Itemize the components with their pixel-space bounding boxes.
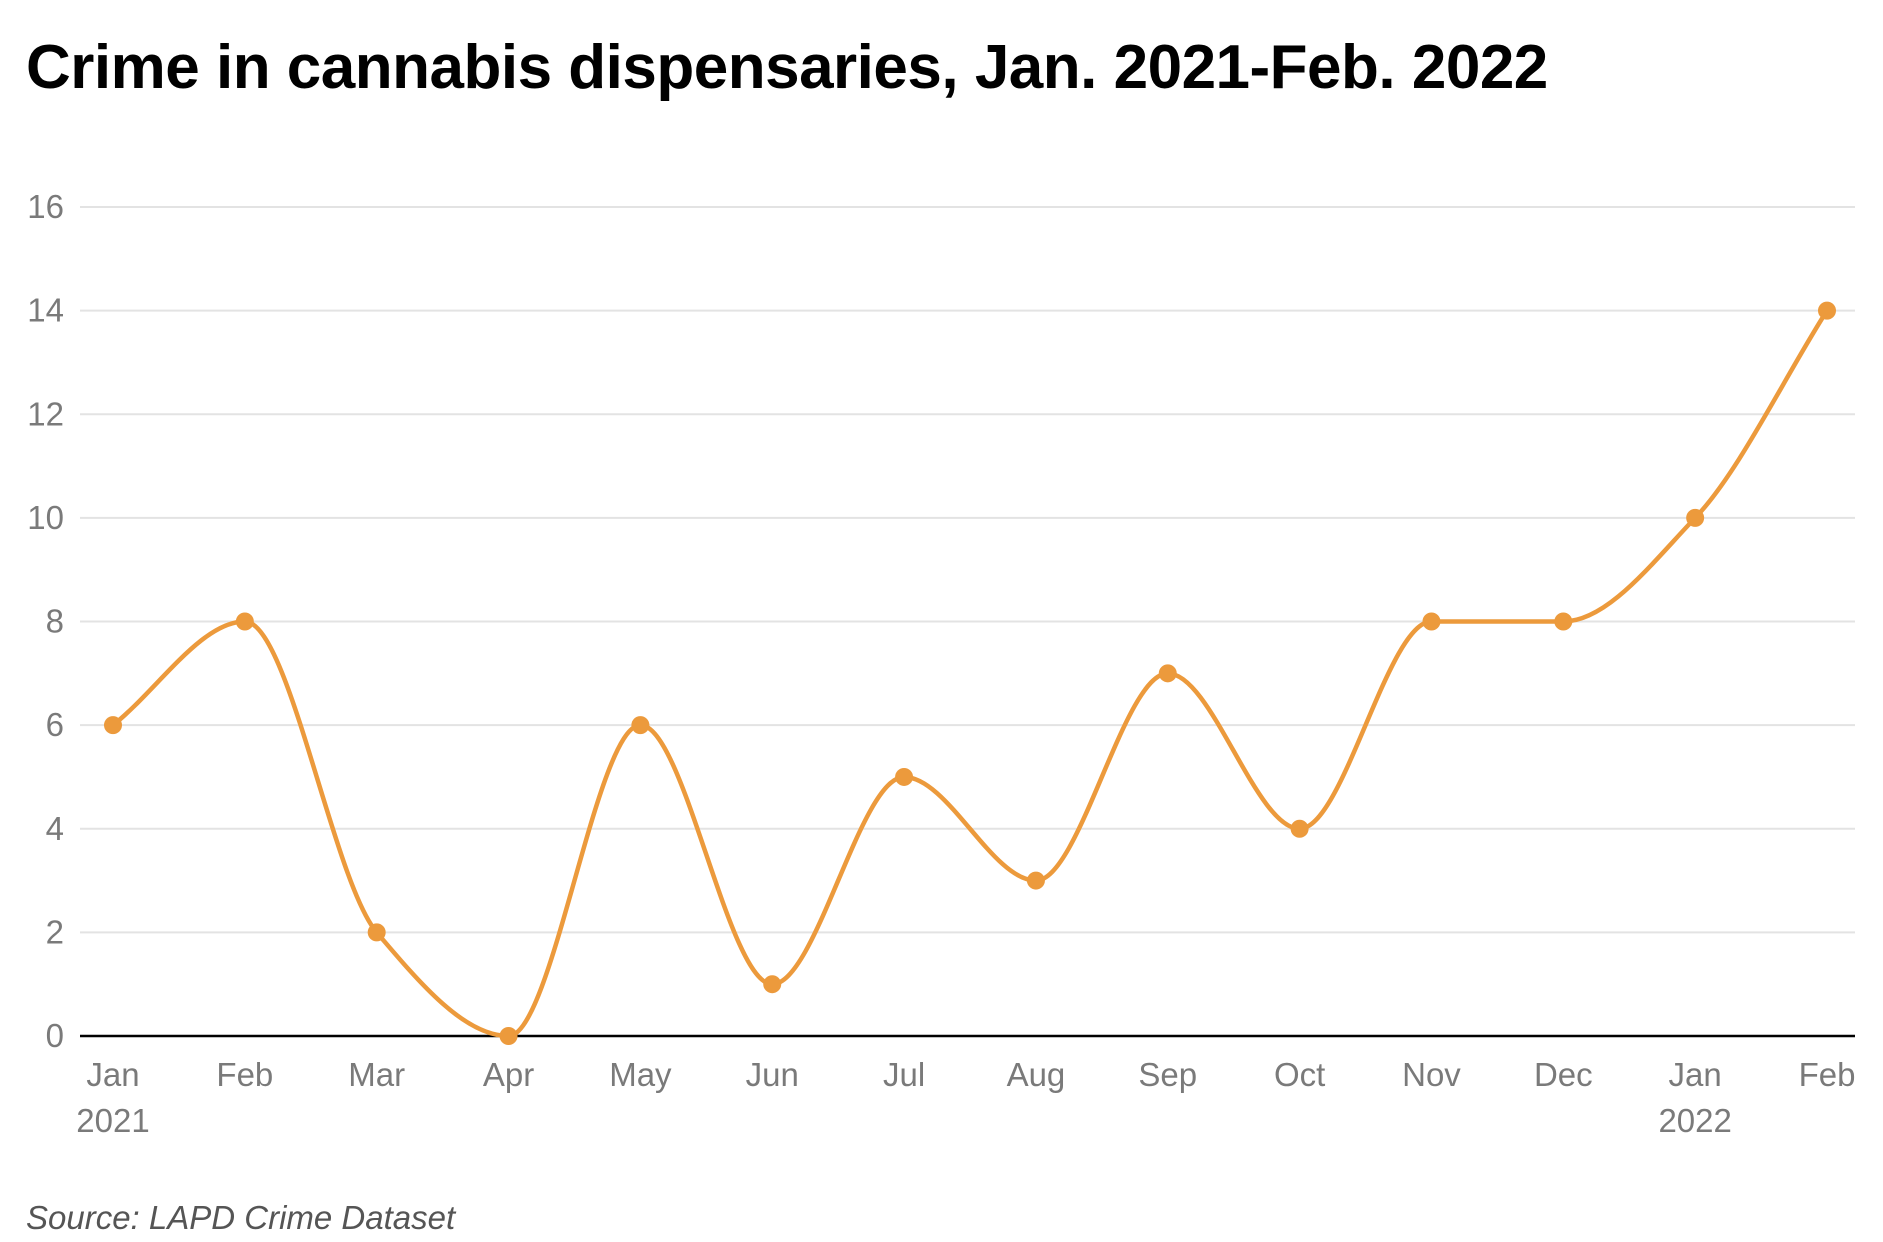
y-tick-label: 0 — [46, 1017, 64, 1054]
y-tick-label: 10 — [27, 499, 64, 536]
x-tick-label: Jul — [883, 1056, 925, 1093]
x-axis-ticks: Jan 2021 Feb Mar Apr May Jun Jul Aug Sep Oct Nov Dec… — [76, 1056, 1855, 1139]
chart-title: Crime in cannabis dispensaries, Jan. 202… — [26, 33, 1548, 102]
data-point[interactable] — [1422, 612, 1441, 631]
x-tick-label: Sep — [1138, 1056, 1197, 1093]
x-tick-label: Jun — [746, 1056, 799, 1093]
x-tick-label: Feb — [216, 1056, 273, 1093]
x-tick-label: Feb — [1799, 1056, 1856, 1093]
y-tick-label: 14 — [27, 292, 64, 329]
x-tick-label: Mar — [348, 1056, 405, 1093]
data-point[interactable] — [1818, 301, 1836, 320]
data-point[interactable] — [895, 767, 914, 786]
y-tick-label: 4 — [46, 810, 64, 847]
data-point[interactable] — [367, 923, 386, 942]
y-tick-label: 16 — [27, 188, 64, 225]
data-point[interactable] — [104, 716, 122, 735]
x-tick-label: Aug — [1007, 1056, 1066, 1093]
x-tick-label: Nov — [1402, 1056, 1461, 1093]
series-line — [110, 308, 1830, 1039]
data-point[interactable] — [499, 1027, 518, 1045]
x-tick-label: Dec — [1534, 1056, 1593, 1093]
data-point[interactable] — [1026, 871, 1045, 890]
data-point[interactable] — [763, 975, 782, 994]
x-tick-label: Jan — [86, 1056, 139, 1093]
data-point[interactable] — [1686, 508, 1705, 527]
data-point[interactable] — [235, 612, 254, 631]
data-point[interactable] — [1158, 664, 1177, 683]
x-tick-label: Jan — [1669, 1056, 1722, 1093]
x-tick-label: Apr — [483, 1056, 534, 1093]
y-axis-ticks: 0 2 4 6 8 10 12 14 16 — [27, 188, 64, 1054]
x-tick-label: May — [609, 1056, 672, 1093]
data-points — [104, 301, 1836, 1045]
y-tick-label: 2 — [46, 913, 64, 950]
data-point[interactable] — [1290, 819, 1309, 838]
y-tick-label: 8 — [46, 603, 64, 640]
x-tick-year-label: 2021 — [76, 1102, 149, 1139]
series — [110, 308, 1830, 1039]
x-tick-label: Oct — [1274, 1056, 1325, 1093]
y-tick-label: 6 — [46, 706, 64, 743]
source-note: Source: LAPD Crime Dataset — [26, 1199, 456, 1236]
x-tick-year-label: 2022 — [1658, 1102, 1731, 1139]
y-tick-label: 12 — [27, 395, 64, 432]
data-point[interactable] — [1554, 612, 1573, 631]
data-point[interactable] — [631, 716, 650, 735]
